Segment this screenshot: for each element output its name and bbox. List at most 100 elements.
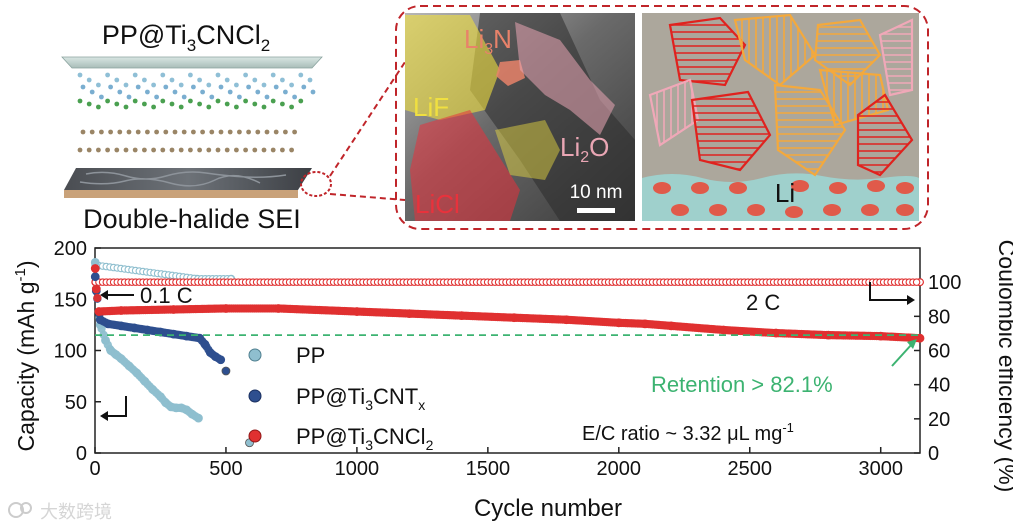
x-tick-label: 3000 — [858, 458, 903, 480]
y-left-tick-label: 150 — [54, 289, 87, 311]
lattice-atom — [89, 129, 95, 135]
y-right-tick-label: 20 — [928, 409, 950, 431]
lithium-atom — [791, 180, 809, 192]
lattice-atom — [252, 101, 258, 107]
lattice-atom — [310, 89, 316, 95]
x-tick-label: 1000 — [335, 458, 380, 480]
lattice-atom — [234, 104, 239, 110]
lattice-atom — [237, 129, 242, 135]
atom-lattice — [77, 72, 316, 153]
coulombic-efficiency-marker — [912, 278, 921, 286]
region-lif-lower — [495, 120, 560, 180]
lithium-atom — [896, 182, 914, 194]
tem-label-licl: LiCl — [415, 189, 460, 219]
lattice-atom — [105, 98, 110, 104]
lattice-atom — [215, 98, 221, 104]
lattice-atom — [246, 84, 252, 90]
lattice-atom — [114, 77, 120, 83]
lattice-atom — [135, 129, 141, 135]
lattice-atom — [96, 104, 101, 110]
lattice-atom — [108, 84, 113, 90]
legend: PP PP@Ti3CNTx PP@Ti3CNCl2 — [248, 343, 434, 453]
lithium-atom — [747, 204, 765, 216]
pp-marker — [193, 413, 203, 422]
region-licl — [410, 110, 520, 221]
lattice-atom — [280, 101, 285, 107]
y-right-tick-label: 60 — [928, 341, 950, 363]
zoom-line-bottom — [329, 193, 406, 201]
sei-grain — [690, 90, 772, 172]
lattice-atom — [160, 147, 166, 153]
lattice-atom — [86, 147, 92, 153]
lattice-atom — [99, 94, 104, 100]
lattice-atom — [151, 104, 157, 110]
lattice-atom — [273, 84, 279, 90]
lattice-atom — [252, 77, 258, 83]
tem-label-lif: LiF — [413, 92, 449, 122]
x-tick-label: 2500 — [728, 458, 773, 480]
outlier-point — [221, 366, 231, 376]
lattice-atom — [145, 89, 150, 95]
lithium-atom — [709, 204, 727, 216]
lithium-atom — [896, 204, 914, 216]
lattice-atom — [218, 84, 224, 90]
lithium-atom — [823, 204, 841, 216]
y-right-tick-label: 100 — [928, 272, 961, 294]
lithium-atom — [785, 206, 803, 218]
lattice-atom — [105, 147, 110, 153]
lattice-atom — [151, 147, 157, 153]
lattice-atom — [298, 72, 304, 78]
legend-label-pp-ti3cntx: PP@Ti3CNTx — [296, 384, 425, 413]
lattice-atom — [151, 82, 157, 88]
lattice-atom — [255, 129, 261, 135]
lithium-slab-base — [64, 190, 298, 198]
lattice-atom — [243, 98, 249, 104]
lattice-atom — [86, 101, 92, 107]
lattice-atom — [246, 129, 252, 135]
lattice-atom — [188, 72, 193, 78]
lattice-atom — [123, 82, 129, 88]
lithium-slab-top — [64, 168, 312, 190]
legend-marker-pp-ti3cntx — [248, 389, 262, 403]
slab-texture — [79, 171, 287, 187]
zoom-circle — [300, 171, 332, 197]
lattice-atom — [96, 147, 101, 153]
lattice-atom — [169, 147, 175, 153]
lattice-atom — [154, 94, 160, 100]
lithium-atoms — [653, 180, 914, 218]
sei-grain — [773, 83, 847, 177]
lattice-atom — [191, 129, 196, 135]
arrow-head-rate-low — [100, 290, 108, 300]
lattice-atom — [188, 147, 193, 153]
lattice-atom — [289, 104, 294, 110]
lattice-atom — [86, 77, 92, 83]
lattice-atom — [289, 82, 294, 88]
annotation-rate-high: 2 C — [746, 290, 780, 315]
schematic-title: PP@Ti3CNCl2 — [102, 20, 270, 55]
arrow-retention — [891, 343, 913, 367]
lattice-atom — [172, 129, 178, 135]
watermark-logo-icon — [8, 502, 24, 518]
arrow-capacity-axis — [106, 396, 127, 417]
pp-ti3cncl2-point — [91, 284, 101, 294]
arrow-ce-axis — [869, 282, 908, 301]
pp-ti3cncl2-marker — [91, 264, 100, 273]
lithium-atom — [653, 182, 671, 194]
lattice-atom — [126, 129, 132, 135]
lithium-atom — [671, 204, 689, 216]
arrow-head-capacity-axis — [100, 411, 108, 421]
lithium-atom — [867, 180, 885, 192]
lattice-atom — [292, 129, 297, 135]
arrow-head-ce-axis — [907, 295, 915, 305]
annotation-retention: Retention > 82.1% — [651, 372, 833, 397]
lattice-atom — [270, 72, 276, 78]
lithium-atom — [829, 182, 847, 194]
lattice-atom — [215, 147, 221, 153]
lattice-atom — [280, 147, 285, 153]
legend-label-pp-ti3cncl2: PP@Ti3CNCl2 — [296, 424, 434, 453]
lattice-atom — [224, 101, 230, 107]
lattice-atom — [178, 147, 184, 153]
lattice-atom — [145, 129, 150, 135]
lattice-atom — [270, 98, 276, 104]
lattice-atom — [163, 129, 169, 135]
